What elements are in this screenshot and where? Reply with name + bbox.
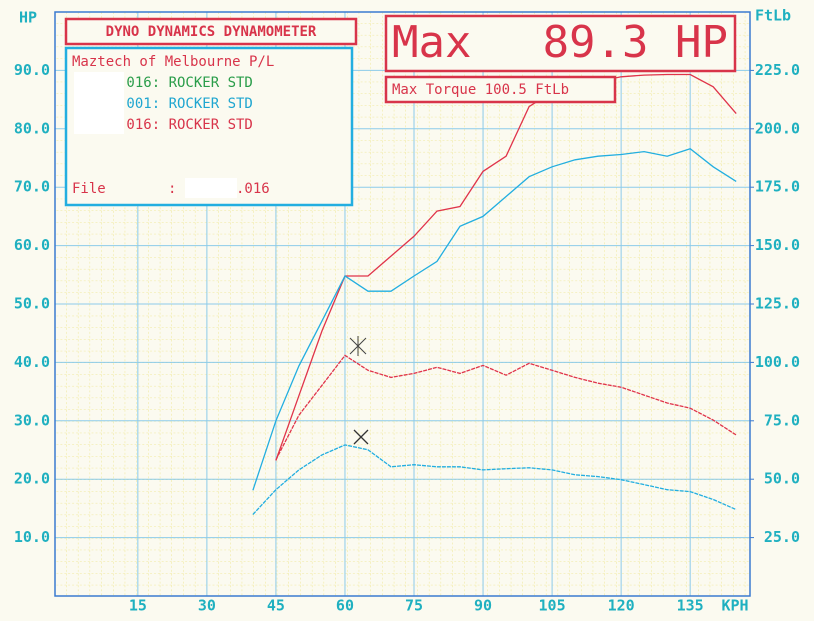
series-line	[275, 354, 737, 461]
y-tick-label: 40.0	[14, 353, 50, 371]
x-tick-label: 75	[405, 597, 423, 615]
series-line	[252, 147, 737, 491]
y2-tick-label: 225.0	[755, 61, 800, 79]
y2-tick-label: 75.0	[764, 411, 800, 429]
y-axis-label: HP	[19, 9, 37, 27]
legend-entry: .016: ROCKER STD	[118, 75, 253, 91]
max-torque: Max Torque 100.5 FtLb	[392, 82, 569, 98]
x-axis-label: KPH	[721, 597, 748, 615]
y-tick-label: 20.0	[14, 470, 50, 488]
hand-mark	[349, 336, 367, 356]
x-tick-label: 60	[336, 597, 354, 615]
y-tick-label: 80.0	[14, 119, 50, 137]
y2-tick-label: 125.0	[755, 295, 800, 313]
title-box	[64, 17, 358, 46]
y-tick-label: 70.0	[14, 178, 50, 196]
x-tick-label: 15	[129, 597, 147, 615]
x-tick-label: 45	[267, 597, 285, 615]
max-power: 89.3 HP	[543, 17, 728, 68]
file-value: .016	[236, 181, 270, 197]
legend-entry: .016: ROCKER STD	[118, 117, 253, 133]
y-tick-label: 50.0	[14, 295, 50, 313]
legend-entry: .001: ROCKER STD	[118, 96, 253, 112]
y2-tick-label: 175.0	[755, 178, 800, 196]
max-label: Max	[392, 17, 471, 68]
hand-mark	[353, 429, 369, 445]
x-tick-label: 135	[677, 597, 704, 615]
y2-tick-label: 100.0	[755, 353, 800, 371]
max-power-box	[384, 14, 737, 73]
y-tick-label: 60.0	[14, 236, 50, 254]
redaction	[185, 178, 237, 198]
series-line	[252, 444, 737, 515]
y2-axis-label: FtLb	[755, 7, 791, 25]
file-label: File	[72, 181, 106, 197]
header-title: DYNO DYNAMICS DYNAMOMETER	[106, 24, 317, 40]
y-tick-label: 30.0	[14, 411, 50, 429]
x-tick-label: 90	[474, 597, 492, 615]
y2-tick-label: 200.0	[755, 119, 800, 137]
x-tick-label: 30	[198, 597, 216, 615]
x-tick-label: 105	[539, 597, 566, 615]
file-separator: :	[168, 181, 176, 197]
y-tick-label: 90.0	[14, 61, 50, 79]
x-tick-label: 120	[608, 597, 635, 615]
y2-tick-label: 150.0	[755, 236, 800, 254]
y-tick-label: 10.0	[14, 528, 50, 546]
y2-tick-label: 25.0	[764, 528, 800, 546]
y2-tick-label: 50.0	[764, 470, 800, 488]
series-line	[275, 73, 737, 461]
company: Maztech of Melbourne P/L	[72, 54, 274, 70]
max-torque-box	[384, 75, 617, 104]
redaction	[74, 72, 124, 134]
